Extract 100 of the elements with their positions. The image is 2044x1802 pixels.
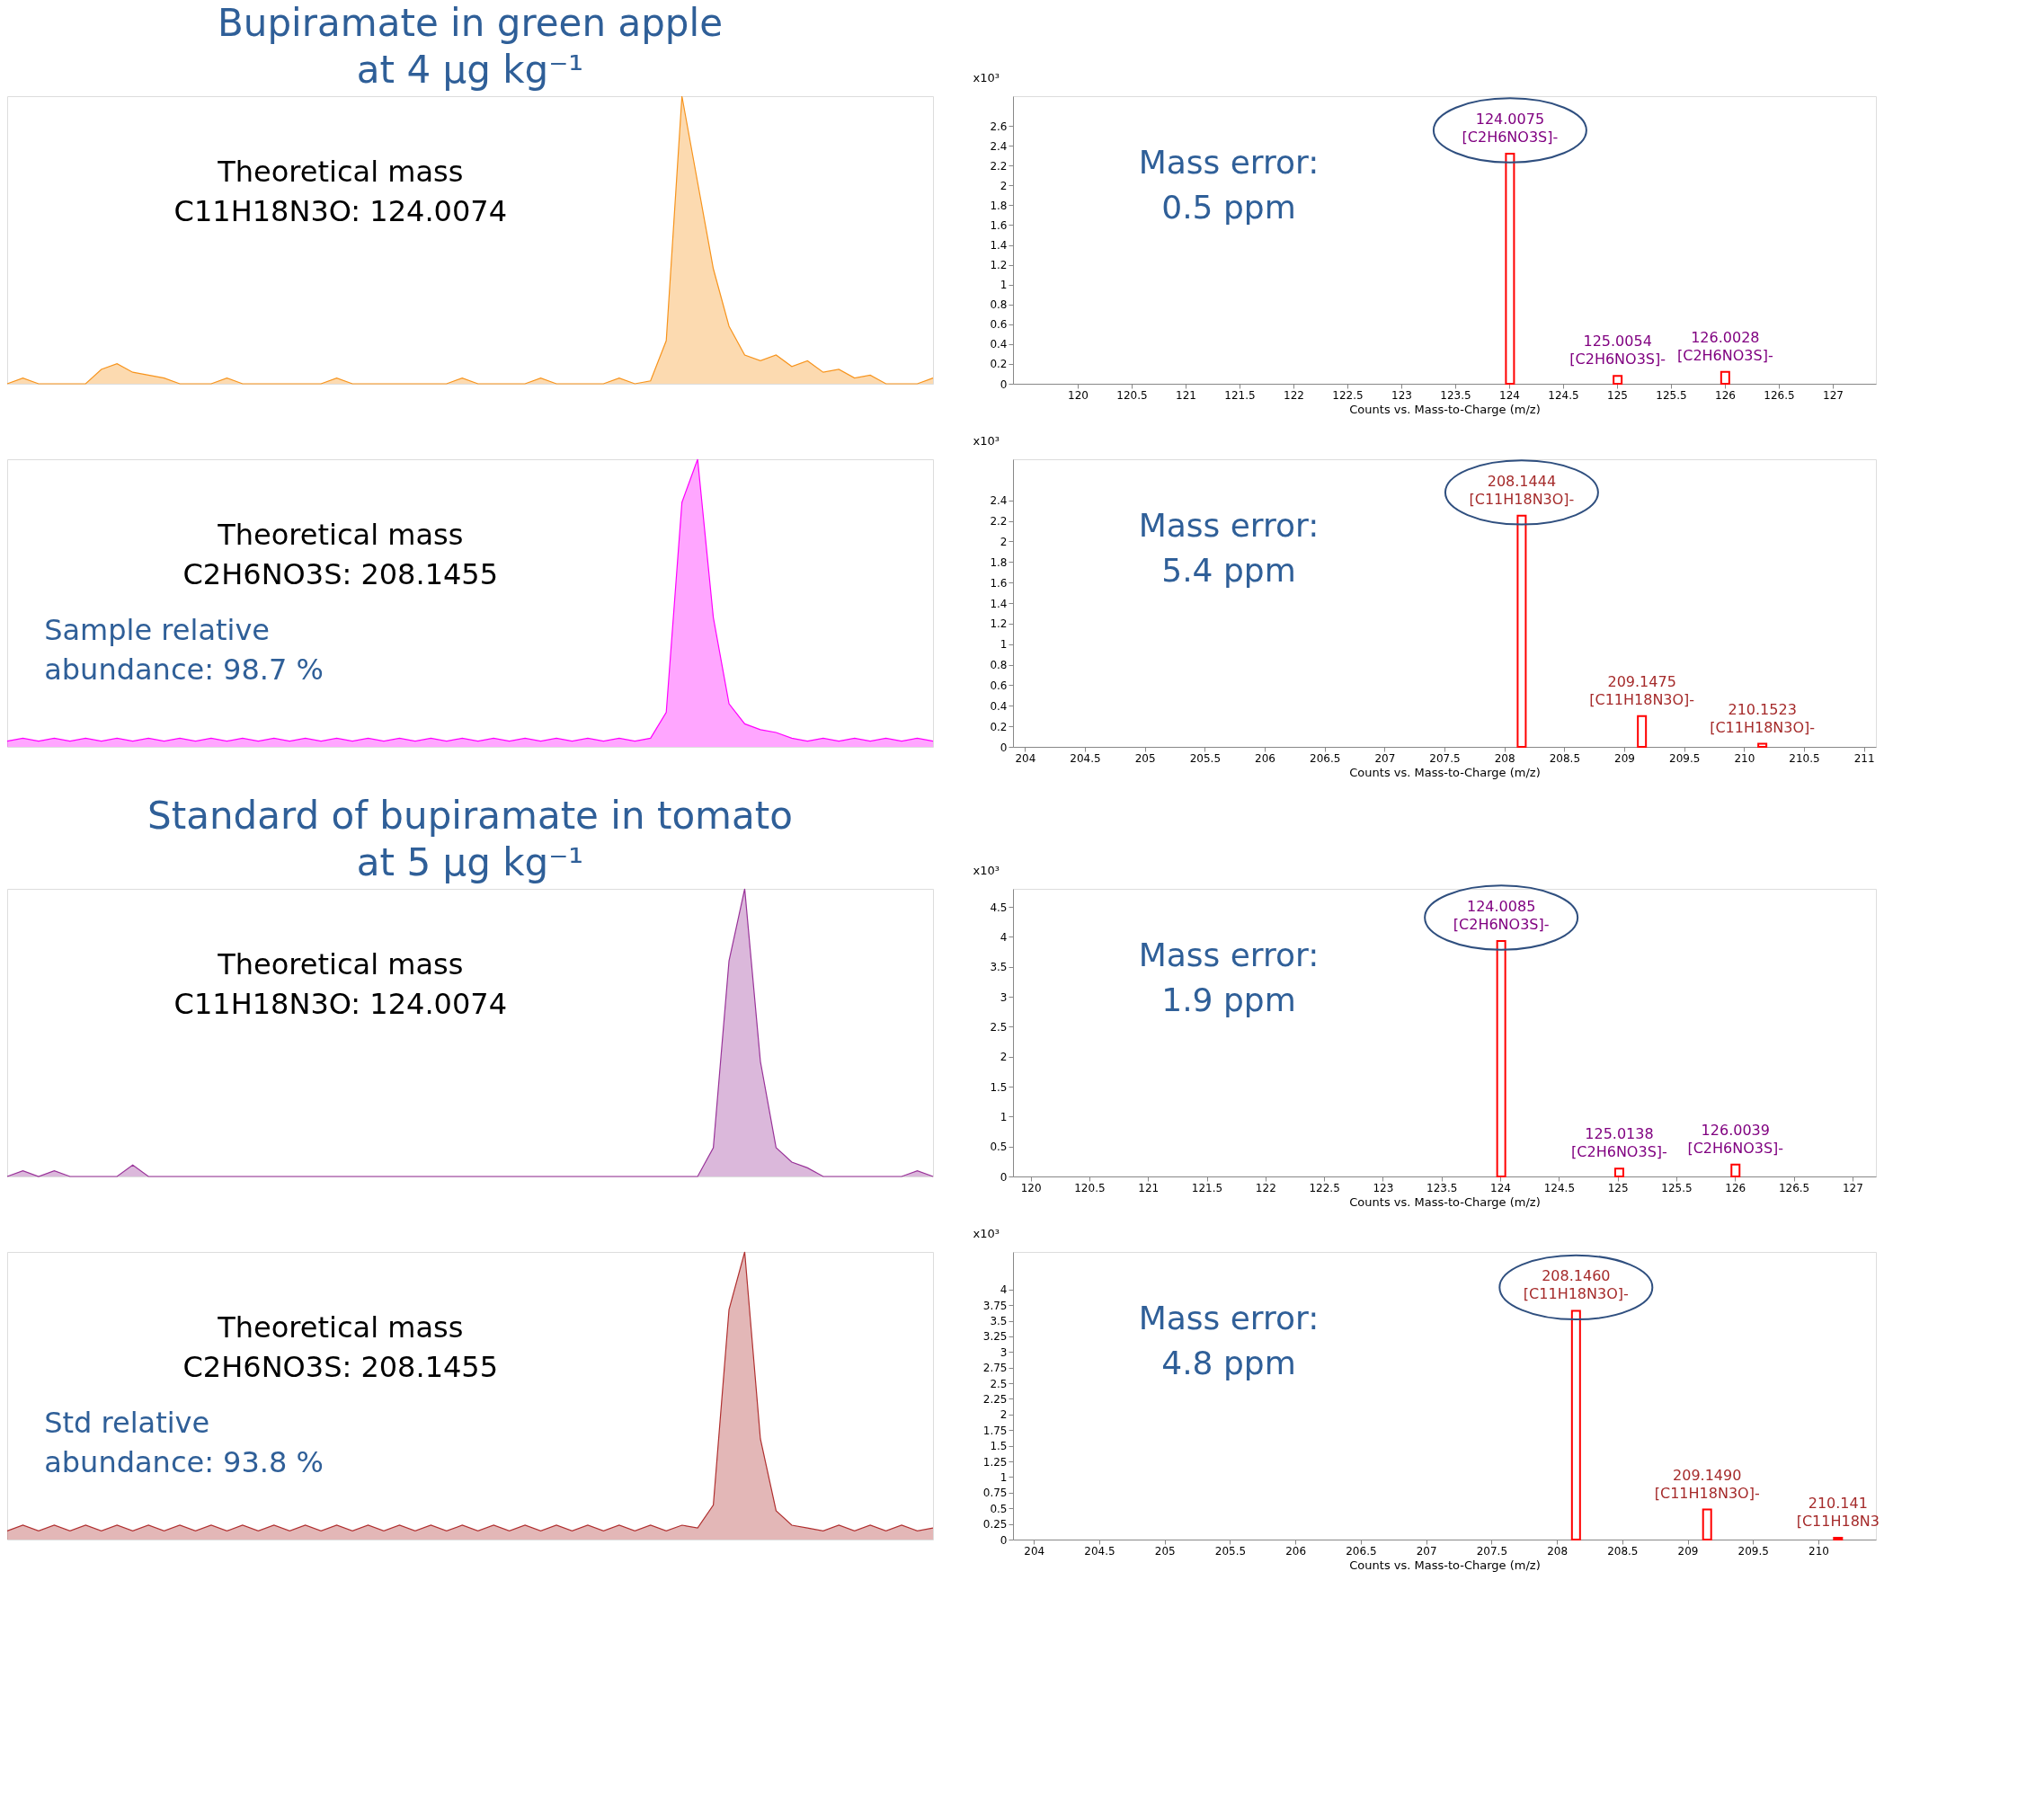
annotation: Theoretical mass C2H6NO3S: 208.1455: [182, 1310, 499, 1385]
x-tick-label: 206.5: [1309, 751, 1341, 765]
x-tick-label: 204: [1015, 751, 1036, 765]
x-tick-label: 126: [1715, 388, 1736, 402]
x-axis-title: Counts vs. Mass-to-Charge (m/z): [1349, 765, 1541, 779]
y-tick-label: 0: [1000, 1170, 1008, 1184]
annotation: 124.0085 [C2H6NO3S]-: [1453, 898, 1550, 933]
y-tick-label: 1: [1000, 638, 1008, 652]
x-tick-label: 125.5: [1661, 1181, 1693, 1194]
x-tick-label: 124: [1499, 388, 1520, 402]
x-tick-label: 204: [1024, 1544, 1045, 1558]
bar: [1613, 375, 1623, 385]
y-tick-label: 0.5: [990, 1141, 1008, 1154]
x-tick-label: 208.5: [1607, 1544, 1639, 1558]
y-tick-label: 2: [1000, 1408, 1008, 1422]
x-tick-label: 121.5: [1191, 1181, 1223, 1194]
y-tick-label: 1.5: [990, 1080, 1008, 1094]
x-tick-label: 124: [1490, 1181, 1511, 1194]
y-tick-label: 3.75: [982, 1299, 1008, 1312]
x-tick-label: 121: [1138, 1181, 1160, 1194]
x-tick-label: 209: [1677, 1544, 1699, 1558]
annotation: 126.0028 [C2H6NO3S]-: [1676, 328, 1773, 364]
x-tick-label: 205: [1134, 751, 1156, 765]
annotation: Theoretical mass C11H18N3O: 124.0074: [173, 947, 507, 1022]
y-tick-label: 1.75: [982, 1424, 1008, 1437]
annotation: Sample relative abundance: 98.7 %: [44, 613, 324, 687]
y-tick-label: 0: [1000, 377, 1008, 391]
chart-title: Standard of bupiramate in tomato at 5 μg kg⁻¹: [147, 793, 793, 884]
x-tick-label: 120.5: [1074, 1181, 1106, 1194]
annotation: Mass error: 0.5 ppm: [1138, 143, 1320, 226]
x-axis-title: Counts vs. Mass-to-Charge (m/z): [1349, 1558, 1541, 1572]
x-tick-label: 209.5: [1668, 751, 1701, 765]
x-tick-label: 127: [1823, 388, 1844, 402]
x-tick-label: 204.5: [1084, 1544, 1115, 1558]
annotation: 208.1460 [C11H18N3O]-: [1523, 1267, 1629, 1303]
y-tick-label: 2.2: [990, 159, 1008, 173]
y-tick-label: 1.4: [990, 239, 1008, 253]
x-tick-label: 127: [1842, 1181, 1863, 1194]
bar: [1637, 715, 1648, 748]
x-tick-label: 125.5: [1656, 388, 1687, 402]
y-tick-label: 1: [1000, 279, 1008, 292]
x-tick-label: 125: [1607, 1181, 1629, 1194]
y-tick-label: 0.6: [990, 679, 1008, 692]
bar: [1833, 1536, 1844, 1540]
annotation: 210.141 [C11H18N3: [1796, 1494, 1880, 1530]
y-tick-label: 2: [1000, 1051, 1008, 1064]
x-tick-label: 210: [1734, 751, 1755, 765]
y-tick-label: 1: [1000, 1110, 1008, 1123]
x-tick-label: 208.5: [1549, 751, 1581, 765]
y-tick-label: 0: [1000, 741, 1008, 754]
x-tick-label: 124.5: [1548, 388, 1579, 402]
bar: [1702, 1508, 1712, 1540]
x-tick-label: 123: [1373, 1181, 1394, 1194]
x-tick-label: 122.5: [1332, 388, 1364, 402]
y-axis-title: x10³: [973, 1226, 1000, 1240]
annotation: 209.1475 [C11H18N3O]-: [1589, 672, 1695, 708]
y-tick-label: 0: [1000, 1533, 1008, 1547]
y-tick-label: 2.5: [990, 1020, 1008, 1034]
x-tick-label: 208: [1494, 751, 1515, 765]
bar: [1570, 1309, 1581, 1540]
x-tick-label: 122: [1255, 1181, 1276, 1194]
y-tick-label: 4: [1000, 1283, 1008, 1297]
y-tick-label: 2.75: [982, 1362, 1008, 1375]
x-tick-label: 126: [1725, 1181, 1746, 1194]
y-tick-label: 2.5: [990, 1377, 1008, 1390]
y-tick-label: 0.75: [982, 1487, 1008, 1500]
y-tick-label: 1.8: [990, 199, 1008, 212]
annotation: 210.1523 [C11H18N3O]-: [1710, 700, 1816, 736]
y-tick-label: 0.5: [990, 1502, 1008, 1515]
y-tick-label: 1.25: [982, 1455, 1008, 1469]
y-tick-label: 3.5: [990, 961, 1008, 974]
y-tick-label: 3.25: [982, 1330, 1008, 1344]
chart-title: Bupiramate in green apple at 4 μg kg⁻¹: [218, 0, 723, 92]
x-tick-label: 123: [1391, 388, 1412, 402]
x-tick-label: 208: [1547, 1544, 1569, 1558]
x-tick-label: 207.5: [1476, 1544, 1508, 1558]
y-tick-label: 1.5: [990, 1440, 1008, 1453]
annotation: Theoretical mass C2H6NO3S: 208.1455: [182, 518, 499, 592]
bar: [1496, 940, 1506, 1177]
y-tick-label: 2.4: [990, 494, 1008, 508]
bar: [1757, 742, 1768, 748]
y-tick-label: 0.2: [990, 358, 1008, 371]
x-tick-label: 211: [1853, 751, 1875, 765]
y-tick-label: 0.4: [990, 338, 1008, 351]
annotation: Mass error: 4.8 ppm: [1138, 1299, 1320, 1381]
y-tick-label: 1: [1000, 1470, 1008, 1484]
y-tick-label: 2.6: [990, 120, 1008, 133]
annotation: Mass error: 5.4 ppm: [1138, 506, 1320, 589]
bar: [1613, 1167, 1624, 1177]
y-tick-label: 2.25: [982, 1392, 1008, 1406]
x-tick-label: 125: [1607, 388, 1628, 402]
annotation: 209.1490 [C11H18N3O]-: [1654, 1466, 1760, 1502]
x-tick-label: 126.5: [1764, 388, 1795, 402]
y-tick-label: 2: [1000, 535, 1008, 548]
y-tick-label: 1.2: [990, 617, 1008, 631]
x-tick-label: 120.5: [1116, 388, 1148, 402]
y-tick-label: 4.5: [990, 901, 1008, 914]
annotation: 124.0075 [C2H6NO3S]-: [1462, 111, 1559, 146]
x-tick-label: 206: [1285, 1544, 1307, 1558]
y-tick-label: 0.8: [990, 298, 1008, 312]
